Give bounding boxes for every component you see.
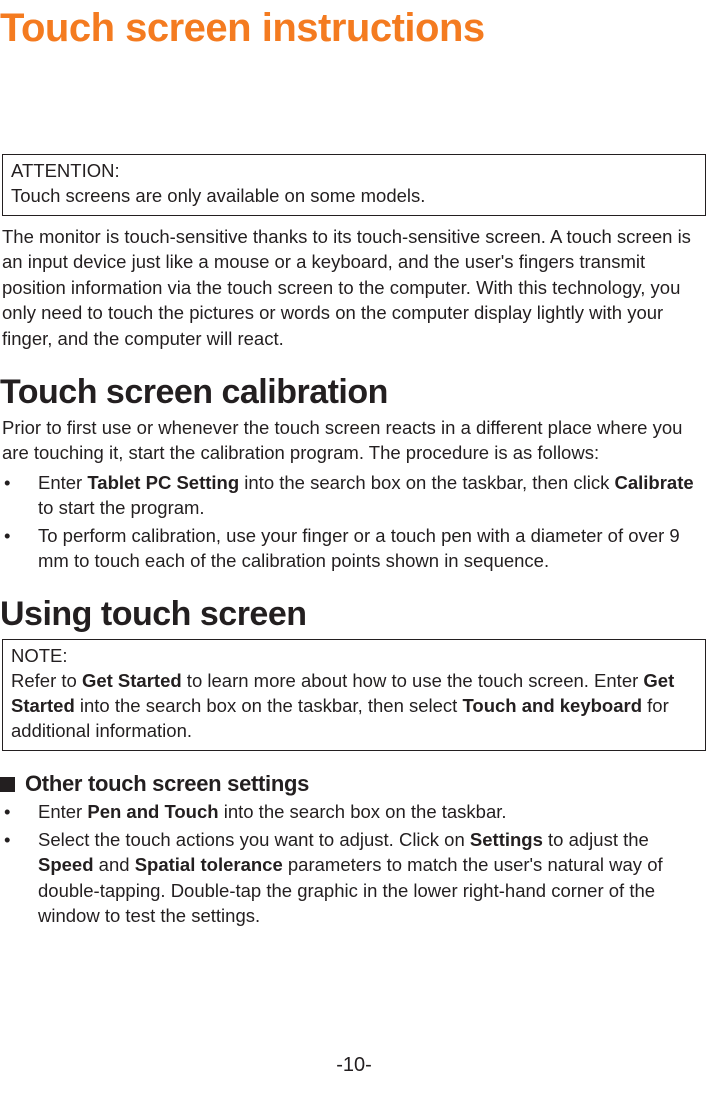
- list-item: Select the touch actions you want to adj…: [2, 827, 706, 929]
- bold-run: Get Started: [82, 670, 182, 691]
- bold-run: Speed: [38, 854, 94, 875]
- attention-text: Touch screens are only available on some…: [11, 184, 697, 209]
- bold-run: Tablet PC Setting: [87, 472, 239, 493]
- text-run: into the search box on the taskbar, then…: [75, 695, 463, 716]
- bold-run: Settings: [470, 829, 543, 850]
- text-run: Select the touch actions you want to adj…: [38, 829, 470, 850]
- intro-paragraph: The monitor is touch-sensitive thanks to…: [0, 224, 708, 352]
- calibration-paragraph: Prior to first use or whenever the touch…: [0, 415, 708, 466]
- text-run: Refer to: [11, 670, 82, 691]
- note-box: NOTE: Refer to Get Started to learn more…: [2, 639, 706, 751]
- page-number: -10-: [0, 1054, 708, 1077]
- bold-run: Calibrate: [615, 472, 694, 493]
- text-run: to start the program.: [38, 497, 205, 518]
- text-run: Enter: [38, 472, 87, 493]
- other-settings-heading: Other touch screen settings: [25, 771, 309, 797]
- spacer: [0, 751, 708, 771]
- calibration-heading: Touch screen calibration: [0, 374, 708, 415]
- list-item: Enter Tablet PC Setting into the search …: [2, 470, 706, 521]
- manual-page: Touch screen instructions ATTENTION: Tou…: [0, 0, 708, 1099]
- page-title: Touch screen instructions: [0, 0, 708, 50]
- using-heading: Using touch screen: [0, 596, 708, 637]
- calibration-list: Enter Tablet PC Setting into the search …: [0, 470, 708, 574]
- bold-run: Spatial tolerance: [135, 854, 283, 875]
- other-settings-list: Enter Pen and Touch into the search box …: [0, 799, 708, 929]
- text-run: Enter: [38, 801, 87, 822]
- bold-run: Pen and Touch: [87, 801, 218, 822]
- text-run: into the search box on the taskbar, then…: [239, 472, 614, 493]
- text-run: To perform calibration, use your finger …: [38, 525, 680, 572]
- spacer: [0, 216, 708, 224]
- list-item: To perform calibration, use your finger …: [2, 523, 706, 574]
- square-bullet-icon: [0, 777, 15, 792]
- text-run: to learn more about how to use the touch…: [182, 670, 644, 691]
- attention-label: ATTENTION:: [11, 159, 697, 184]
- subheading-row: Other touch screen settings: [0, 771, 708, 799]
- text-run: to adjust the: [543, 829, 649, 850]
- note-text: Refer to Get Started to learn more about…: [11, 669, 697, 744]
- text-run: into the search box on the taskbar.: [219, 801, 507, 822]
- note-label: NOTE:: [11, 644, 697, 669]
- attention-box: ATTENTION: Touch screens are only availa…: [2, 154, 706, 216]
- spacer: [0, 576, 708, 596]
- list-item: Enter Pen and Touch into the search box …: [2, 799, 706, 825]
- spacer: [0, 50, 708, 154]
- spacer: [0, 352, 708, 374]
- text-run: and: [94, 854, 135, 875]
- bold-run: Touch and keyboard: [462, 695, 642, 716]
